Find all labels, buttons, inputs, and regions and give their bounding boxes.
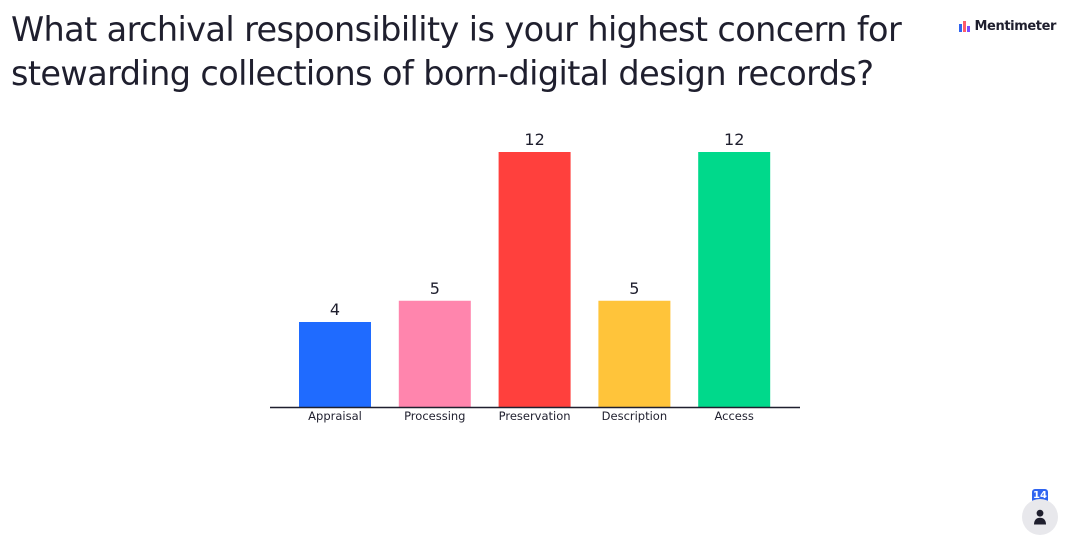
category-label: Preservation — [499, 409, 571, 423]
brand-logo: Mentimeter — [958, 17, 1057, 35]
participants-indicator[interactable]: 14 — [1022, 489, 1058, 535]
bar-value-label: 4 — [330, 300, 340, 319]
brand-name: Mentimeter — [974, 18, 1057, 34]
bar-value-label: 12 — [524, 130, 544, 149]
category-label: Appraisal — [308, 409, 362, 423]
category-label: Description — [602, 409, 668, 423]
bar-appraisal — [299, 322, 371, 407]
category-label: Processing — [404, 409, 465, 423]
question-title: What archival responsibility is your hig… — [11, 10, 902, 93]
bar-description — [598, 300, 671, 407]
bar-value-label: 5 — [430, 279, 440, 298]
category-label: Access — [715, 409, 754, 423]
mentimeter-logo-icon — [958, 20, 970, 32]
bar-value-label: 5 — [629, 279, 639, 298]
bar-preservation — [498, 152, 571, 407]
bar-value-label: 12 — [724, 130, 744, 149]
bar-processing — [398, 300, 471, 407]
person-icon — [1034, 509, 1046, 525]
participants-button[interactable] — [1022, 499, 1058, 535]
bar-access — [698, 152, 771, 407]
